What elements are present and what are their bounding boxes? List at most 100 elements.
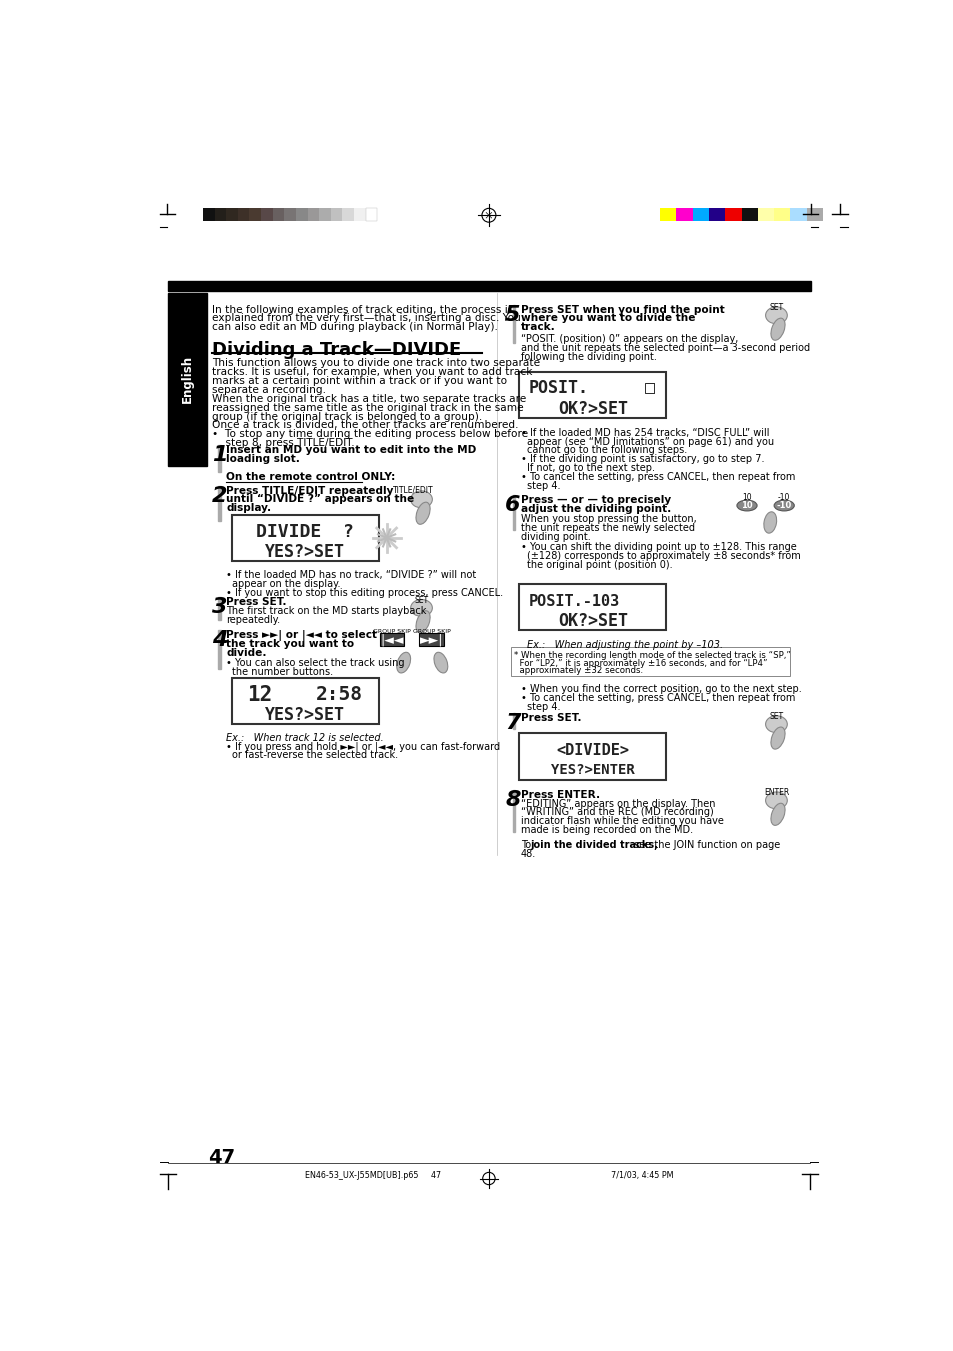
Text: marks at a certain point within a track or if you want to: marks at a certain point within a track … [212, 376, 507, 386]
Bar [261, 208, 273, 222]
Text: EN46-53_UX-J55MD[UB].p65     47                                                 : EN46-53_UX-J55MD[UB].p65 47 [304, 1171, 673, 1179]
Text: Press TITLE/EDIT repeatedly: Press TITLE/EDIT repeatedly [226, 485, 394, 496]
Bar [249, 208, 261, 222]
Text: “POSIT. (position) 0” appears on the display,: “POSIT. (position) 0” appears on the dis… [520, 334, 738, 345]
Text: -10: -10 [778, 493, 789, 503]
Text: • When you find the correct position, go to the next step.: • When you find the correct position, go… [520, 684, 801, 694]
Text: “EDITING” appears on the display. Then: “EDITING” appears on the display. Then [520, 798, 715, 808]
Text: • If you want to stop this editing process, press CANCEL.: • If you want to stop this editing proce… [226, 588, 503, 598]
Bar [295, 208, 307, 222]
Text: Ex.:   When adjusting the point by –103.: Ex.: When adjusting the point by –103. [526, 639, 722, 650]
Ellipse shape [434, 653, 447, 673]
Text: TITLE/EDIT: TITLE/EDIT [393, 485, 434, 494]
Bar [214, 208, 226, 222]
Bar [168, 293, 207, 466]
Text: can also edit an MD during playback (in Normal Play).: can also edit an MD during playback (in … [212, 323, 497, 332]
Text: When you stop pressing the button,: When you stop pressing the button, [520, 513, 696, 524]
Text: YES?>ENTER: YES?>ENTER [550, 763, 634, 777]
Bar [659, 208, 676, 222]
Text: explained from the very first—that is, inserting a disc. You: explained from the very first—that is, i… [212, 313, 520, 323]
Text: group (if the original track is belonged to a group).: group (if the original track is belonged… [212, 412, 482, 422]
Ellipse shape [765, 716, 786, 732]
Bar [708, 208, 724, 222]
Bar [518, 372, 666, 417]
Bar [218, 631, 220, 669]
Text: ENTER: ENTER [763, 788, 788, 797]
Text: For “LP2,” it is approximately ±16 seconds, and for “LP4”: For “LP2,” it is approximately ±16 secon… [514, 659, 767, 667]
Text: When the original track has a title, two separate tracks are: When the original track has a title, two… [212, 394, 526, 404]
Ellipse shape [396, 653, 410, 673]
Text: 2:58: 2:58 [316, 685, 363, 704]
Text: • To cancel the setting, press CANCEL, then repeat from: • To cancel the setting, press CANCEL, t… [520, 693, 794, 703]
Bar [418, 634, 443, 646]
Bar [379, 634, 404, 646]
Text: YES?>SET: YES?>SET [265, 707, 345, 724]
Text: approximately ±32 seconds.: approximately ±32 seconds. [514, 666, 643, 676]
Bar [168, 281, 810, 292]
Text: Press SET.: Press SET. [520, 713, 580, 723]
Text: cannot go to the following steps.: cannot go to the following steps. [526, 446, 686, 455]
Bar [203, 208, 214, 222]
Text: On the remote control ONLY:: On the remote control ONLY: [226, 473, 395, 482]
Bar [232, 678, 378, 724]
Text: made is being recorded on the MD.: made is being recorded on the MD. [520, 825, 692, 835]
Text: Press ENTER.: Press ENTER. [520, 790, 599, 800]
Text: To: To [520, 840, 534, 850]
Ellipse shape [770, 804, 784, 825]
Text: Once a track is divided, the other tracks are renumbered.: Once a track is divided, the other track… [212, 420, 518, 431]
Text: 1: 1 [212, 446, 228, 466]
Text: • If the loaded MD has 254 tracks, “DISC FULL” will: • If the loaded MD has 254 tracks, “DISC… [520, 428, 768, 438]
Text: Ex.:   When track 12 is selected.: Ex.: When track 12 is selected. [226, 734, 384, 743]
Text: appear (see “MD limitations” on page 61) and you: appear (see “MD limitations” on page 61)… [526, 436, 773, 447]
Text: indicator flash while the editing you have: indicator flash while the editing you ha… [520, 816, 722, 827]
Text: OK?>SET: OK?>SET [558, 612, 627, 630]
Text: following the dividing point.: following the dividing point. [520, 351, 656, 362]
Text: repeatedly.: repeatedly. [226, 615, 280, 626]
Text: 7: 7 [505, 713, 520, 734]
Text: 10: 10 [740, 501, 752, 511]
Bar [232, 515, 378, 561]
Text: Press ►►| or |◄◄ to select: Press ►►| or |◄◄ to select [226, 631, 376, 642]
Text: adjust the dividing point.: adjust the dividing point. [520, 504, 670, 513]
Bar [307, 208, 319, 222]
Ellipse shape [770, 727, 784, 750]
Text: • You can also select the track using: • You can also select the track using [226, 658, 404, 669]
Bar [513, 713, 515, 728]
Text: tracks. It is useful, for example, when you want to add track: tracks. It is useful, for example, when … [212, 367, 532, 377]
Text: 48.: 48. [520, 848, 536, 859]
Text: The first track on the MD starts playback: The first track on the MD starts playbac… [226, 607, 426, 616]
Text: 12: 12 [247, 685, 273, 705]
Bar [518, 584, 666, 631]
Ellipse shape [416, 611, 430, 632]
Text: or fast-reverse the selected track.: or fast-reverse the selected track. [233, 750, 398, 761]
Text: DIVIDE  ?: DIVIDE ? [256, 523, 354, 540]
Text: the unit repeats the newly selected: the unit repeats the newly selected [520, 523, 694, 532]
Text: SET: SET [414, 596, 428, 605]
Text: 8: 8 [505, 790, 520, 809]
Text: Insert an MD you want to edit into the MD: Insert an MD you want to edit into the M… [226, 446, 476, 455]
Text: <DIVIDE>: <DIVIDE> [556, 743, 629, 758]
Bar [342, 208, 354, 222]
Text: 2: 2 [212, 485, 228, 505]
Ellipse shape [736, 500, 757, 511]
Ellipse shape [410, 600, 432, 616]
Text: the number buttons.: the number buttons. [233, 667, 334, 677]
Bar [773, 208, 790, 222]
Text: •  To stop any time during the editing process below before: • To stop any time during the editing pr… [212, 430, 528, 439]
Text: Press SET when you find the point: Press SET when you find the point [520, 304, 723, 315]
Ellipse shape [765, 307, 786, 324]
Bar [676, 208, 692, 222]
Text: English: English [181, 355, 193, 404]
Text: ►►|: ►►| [419, 634, 443, 646]
Bar [218, 485, 220, 521]
Bar [513, 304, 515, 343]
Text: Press — or — to precisely: Press — or — to precisely [520, 494, 670, 505]
Text: POSIT.: POSIT. [528, 380, 588, 397]
Text: • To cancel the setting, press CANCEL, then repeat from: • To cancel the setting, press CANCEL, t… [520, 471, 794, 482]
Ellipse shape [770, 317, 784, 340]
Text: 47: 47 [208, 1148, 235, 1167]
Ellipse shape [410, 490, 432, 508]
Text: SET: SET [768, 712, 782, 721]
Bar [518, 734, 666, 780]
Text: 6: 6 [505, 494, 520, 515]
